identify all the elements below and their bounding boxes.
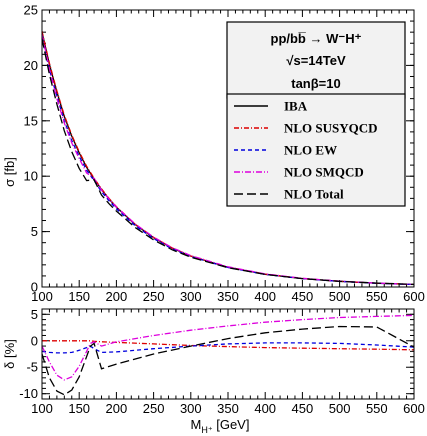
bottom-axis-ticks xyxy=(41,308,415,400)
series-line-nlo-smqcd xyxy=(41,34,415,286)
top-x-tick-labels: 100 150 200 250 300 350 400 450 500 550 600 xyxy=(31,289,425,304)
x-tick-label: 300 xyxy=(180,401,202,416)
x-tick-label: 300 xyxy=(180,289,202,304)
bottom-series-lines xyxy=(41,314,415,396)
bottom-y-tick-labels: -10 -5 0 5 xyxy=(19,307,38,401)
x-tick-label: 350 xyxy=(217,289,239,304)
top-y-tick-labels: 0 5 10 15 20 25 xyxy=(24,3,38,295)
x-tick-label: 500 xyxy=(329,289,351,304)
y-tick-label: 10 xyxy=(24,169,38,184)
x-tick-label: 150 xyxy=(68,401,90,416)
legend-label-nlo-total: NLO Total xyxy=(284,187,344,202)
x-axis-title-unit: [GeV] xyxy=(213,417,250,432)
bottom-x-axis-title: MH⁺ [GeV] xyxy=(191,417,250,435)
top-plot-frame xyxy=(41,9,415,288)
process-info-box: pp/bb̅ → W⁻H⁺ √s=14TeV tanβ=10 xyxy=(226,21,406,99)
y-tick-label: 0 xyxy=(31,280,38,295)
x-tick-label: 100 xyxy=(31,289,53,304)
cross-section-panel: 0 5 10 15 20 25 100 150 200 250 300 350 400 450 500 55… xyxy=(2,3,425,305)
bottom-x-tick-labels: 100 150 200 250 300 350 400 450 500 550 600 xyxy=(31,401,425,416)
series-line-nlo-ew xyxy=(41,342,415,354)
legend-label-nlo-smqcd: NLO SMQCD xyxy=(284,165,364,180)
x-tick-label: 100 xyxy=(31,401,53,416)
top-y-axis-title: σ [fb] xyxy=(2,157,17,187)
y-tick-label: 5 xyxy=(31,307,38,322)
bottom-y-axis-title: δ [%] xyxy=(2,339,17,369)
x-tick-label: 200 xyxy=(106,401,128,416)
x-tick-label: 250 xyxy=(143,401,165,416)
x-tick-label: 150 xyxy=(68,289,90,304)
legend-label-iba: IBA xyxy=(284,99,308,114)
x-tick-label: 350 xyxy=(217,401,239,416)
relative-correction-panel: -10 -5 0 5 100 150 200 250 300 350 400 450 500 550 60… xyxy=(2,307,425,435)
x-tick-label: 400 xyxy=(254,401,276,416)
y-tick-label: -5 xyxy=(26,360,38,375)
energy-label: √s=14TeV xyxy=(286,53,346,68)
x-tick-label: 500 xyxy=(329,401,351,416)
series-line-nlo-susyqcd xyxy=(42,340,415,351)
x-tick-label: 450 xyxy=(292,401,314,416)
y-tick-label: 0 xyxy=(31,333,38,348)
series-line-nlo-smqcd xyxy=(41,314,415,381)
y-tick-label: -10 xyxy=(19,386,38,401)
process-info-box-frame xyxy=(226,21,406,99)
x-tick-label: 600 xyxy=(403,401,425,416)
x-tick-label: 450 xyxy=(292,289,314,304)
x-tick-label: 550 xyxy=(366,289,388,304)
x-tick-label: 600 xyxy=(403,289,425,304)
y-tick-label: 5 xyxy=(31,224,38,239)
legend-label-nlo-ew: NLO EW xyxy=(284,143,337,158)
legend-label-nlo-susyqcd: NLO SUSYQCD xyxy=(284,121,378,136)
y-tick-label: 20 xyxy=(24,58,38,73)
y-tick-label: 15 xyxy=(24,113,38,128)
x-tick-label: 200 xyxy=(106,289,128,304)
x-tick-label: 550 xyxy=(366,401,388,416)
series-line-nlo-total xyxy=(41,38,415,286)
x-tick-label: 400 xyxy=(254,289,276,304)
series-line-nlo-total xyxy=(41,325,415,396)
process-title: pp/bb̅ → W⁻H⁺ xyxy=(271,31,362,46)
tanbeta-label: tanβ=10 xyxy=(291,76,341,91)
bottom-plot-frame xyxy=(41,308,415,400)
y-tick-label: 25 xyxy=(24,3,38,18)
x-tick-label: 250 xyxy=(143,289,165,304)
x-axis-title-subscript: H⁺ xyxy=(201,425,212,435)
top-series-lines xyxy=(41,30,415,286)
x-axis-title-main: M xyxy=(191,417,202,432)
legend: IBA NLO SUSYQCD NLO EW NLO SMQCD NLO Total xyxy=(226,93,406,207)
